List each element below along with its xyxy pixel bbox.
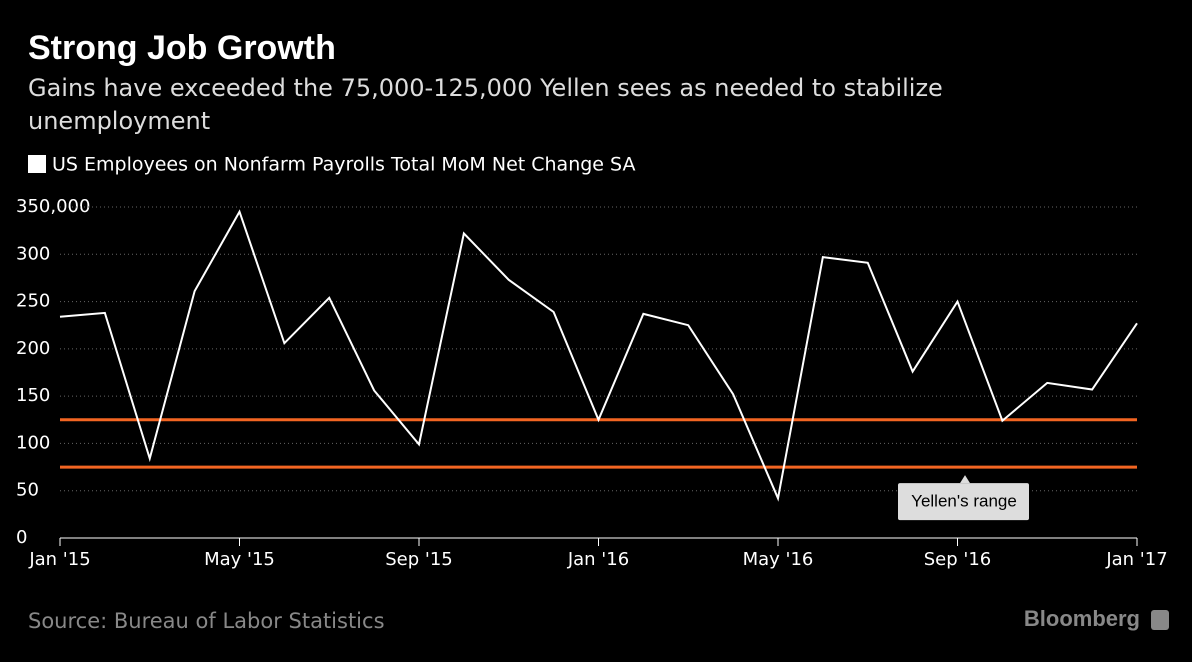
source: Source: Bureau of Labor Statistics — [28, 609, 385, 633]
x-tick-label: Sep '15 — [385, 549, 453, 570]
x-tick-label: Jan '17 — [1105, 549, 1167, 570]
y-tick-label: 0 — [16, 527, 27, 548]
x-tick-label: Jan '16 — [567, 549, 629, 570]
brand: Bloomberg — [1024, 606, 1140, 631]
legend-swatch — [28, 155, 46, 173]
chart-title: Strong Job Growth — [28, 29, 336, 67]
y-tick-label: 200 — [16, 338, 50, 359]
chart-subtitle: Gains have exceeded the 75,000-125,000 Y… — [28, 74, 943, 135]
subtitle-line: Gains have exceeded the 75,000-125,000 Y… — [28, 74, 943, 102]
annotation-box — [898, 483, 1029, 521]
brand-icon — [1151, 610, 1169, 630]
annotation: Yellen's range — [911, 492, 1017, 511]
x-tick-label: May '15 — [204, 549, 275, 570]
y-tick-label: 350,000 — [16, 196, 90, 217]
y-tick-label: 50 — [16, 480, 39, 501]
subtitle-line: unemployment — [28, 107, 210, 135]
legend-label: US Employees on Nonfarm Payrolls Total M… — [52, 154, 635, 176]
y-tick-label: 100 — [16, 432, 50, 453]
y-tick-label: 250 — [16, 291, 50, 312]
y-tick-label: 150 — [16, 385, 50, 406]
x-tick-label: May '16 — [743, 549, 814, 570]
series-line — [59, 209, 1138, 502]
y-tick-label: 300 — [16, 243, 50, 264]
annotation-pointer — [960, 475, 970, 484]
x-tick-label: Sep '16 — [924, 549, 992, 570]
x-tick-label: Jan '15 — [28, 549, 90, 570]
